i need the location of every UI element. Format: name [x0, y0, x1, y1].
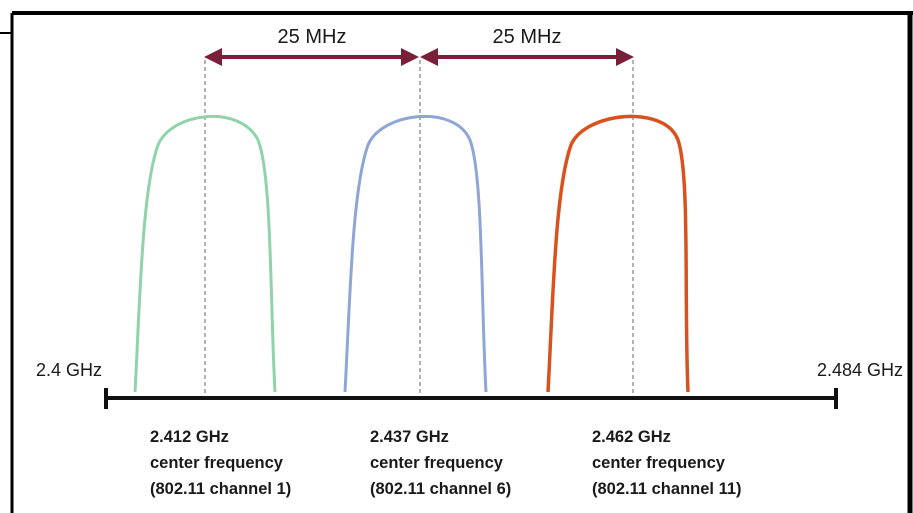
channel-1-label: (802.11 channel 1)	[150, 480, 291, 498]
channel-6-spectrum-curve	[345, 116, 486, 392]
channel-1-frequency: 2.412 GHz	[150, 428, 229, 446]
channel-6-caption: 2.437 GHz center frequency (802.11 chann…	[370, 428, 511, 498]
band-end-label: 2.484 GHz	[817, 360, 903, 380]
channel-11-frequency: 2.462 GHz	[592, 428, 671, 446]
channel-11-spectrum-curve	[548, 116, 688, 392]
channel-6-frequency: 2.437 GHz	[370, 428, 449, 446]
channel-11-caption-text: center frequency	[592, 454, 726, 472]
spacing-label-2: 25 MHz	[493, 26, 562, 48]
spacing-arrow-2	[420, 48, 634, 66]
spacing-label-1: 25 MHz	[278, 26, 347, 48]
channel-6-label: (802.11 channel 6)	[370, 480, 511, 498]
channel-11-label: (802.11 channel 11)	[592, 480, 742, 498]
channel-1-caption: 2.412 GHz center frequency (802.11 chann…	[150, 428, 291, 498]
channel-11-caption: 2.462 GHz center frequency (802.11 chann…	[592, 428, 742, 498]
spacing-arrow-1	[204, 48, 419, 66]
band-start-label: 2.4 GHz	[36, 360, 102, 380]
channel-6-caption-text: center frequency	[370, 454, 504, 472]
channel-1-caption-text: center frequency	[150, 454, 284, 472]
